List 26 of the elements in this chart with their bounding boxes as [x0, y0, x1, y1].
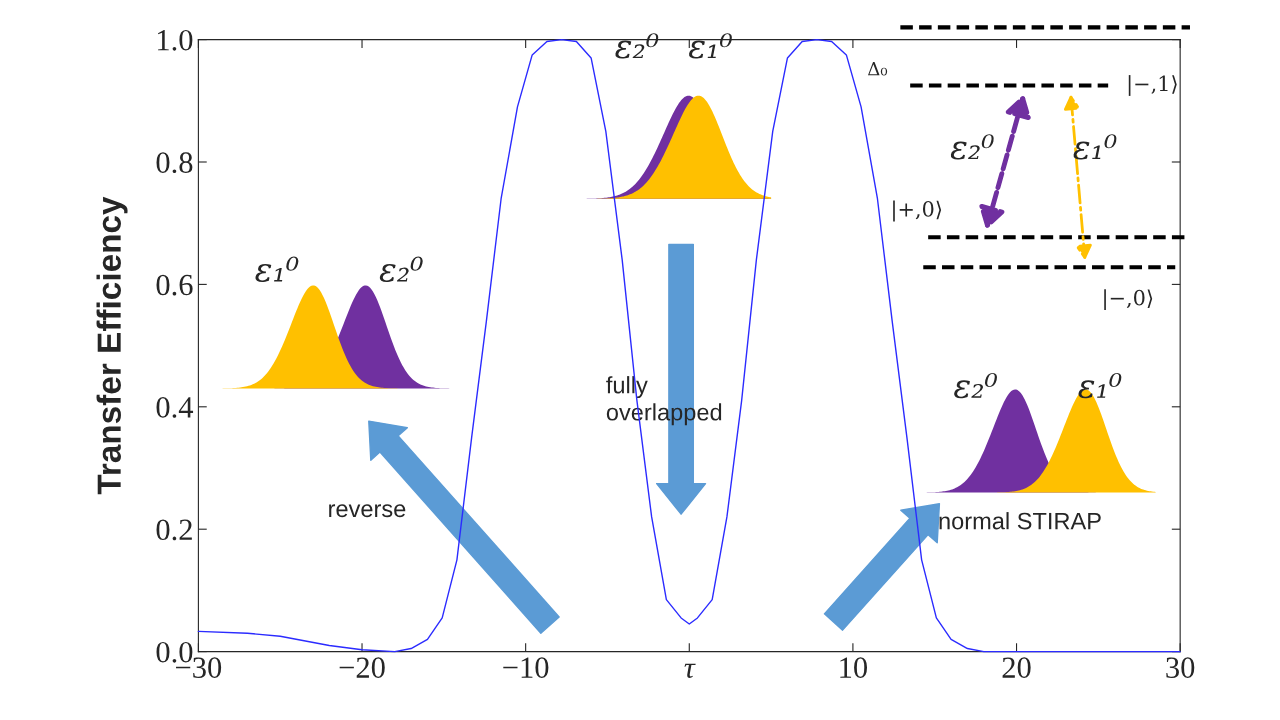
x-tick-label: τ: [684, 663, 696, 678]
annotation: ε₁⁰: [1078, 372, 1122, 399]
annotation: ε₁⁰: [689, 33, 732, 59]
x-tick-label: 30: [1166, 657, 1195, 678]
annotation: ε₂⁰: [950, 134, 994, 160]
annotation: ε₁⁰: [255, 256, 299, 282]
x-tick-label: −10: [503, 657, 549, 678]
annotation: |+,0⟩: [893, 200, 942, 222]
x-tick-label: 20: [1002, 657, 1031, 678]
y-tick-label: 1.0: [158, 29, 193, 51]
annotation: ε₂⁰: [379, 256, 423, 282]
annotation: |−,0⟩: [1104, 289, 1153, 311]
y-tick-label: 0.6: [156, 274, 193, 296]
annotation: |−,1⟩: [1128, 75, 1177, 96]
y-tick-label: 0.4: [156, 397, 194, 418]
x-tick-label: −20: [339, 657, 385, 678]
annotation: ε₂⁰: [954, 372, 998, 399]
x-tick-label: 10: [840, 657, 868, 678]
y-tick-label: 0.8: [156, 152, 193, 174]
annotation: reverse: [329, 504, 406, 518]
y-axis-title: Transfer Efficiency: [96, 196, 128, 495]
annotation: Δ₀: [868, 62, 888, 76]
annotation: ε₂⁰: [615, 33, 659, 59]
y-tick-label: 0.2: [156, 519, 192, 541]
annotation: ε₁⁰: [1073, 134, 1117, 160]
annotation: normal STIRAP: [939, 512, 1101, 530]
